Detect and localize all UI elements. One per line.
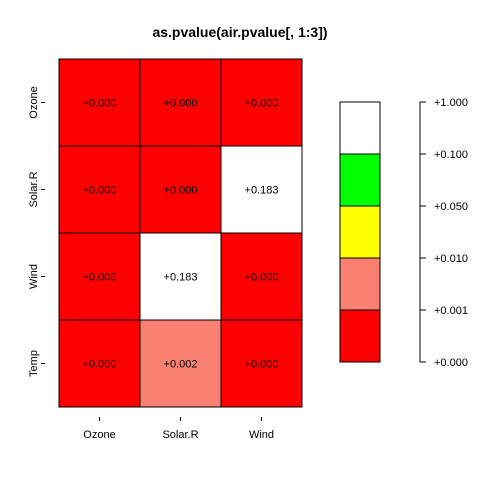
heatmap-cell [220,319,303,408]
column-tick-label: Solar.R [162,429,198,441]
row-tick-label: Temp [28,350,40,377]
cell-value-label: +0.000 [245,272,279,284]
row-axis: Ozone Solar.R Wind Temp [28,86,45,377]
cell-value-label: +0.000 [83,359,117,371]
legend-color-segment [339,257,381,311]
cell-value-label: +0.000 [83,98,117,110]
cell-value-label: +0.000 [83,272,117,284]
heatmap-cell [220,58,303,147]
legend-color-bar [339,101,381,363]
chart-title: as.pvalue(air.pvalue[, 1:3]) [152,24,327,40]
cell-value-label: +0.000 [164,185,198,197]
legend-color-segment [339,309,381,363]
cell-value-label: +0.000 [245,359,279,371]
legend-break-label: +0.001 [434,305,468,317]
row-tick-label: Wind [28,264,40,289]
heatmap-cell [139,58,222,147]
heatmap-cell [139,232,222,321]
legend-break-label: +0.010 [434,253,468,265]
legend-axis: +0.000 +0.001 +0.010 +0.050 +0.100 +1.000 [419,97,468,369]
legend-break-label: +0.100 [434,149,468,161]
heatmap-cell [220,145,303,234]
row-tick-label: Solar.R [28,171,40,207]
cell-value-label: +0.183 [245,185,279,197]
column-tick-label: Ozone [83,429,115,441]
legend-break-label: +0.050 [434,201,468,213]
heatmap-cell [58,58,141,147]
cell-value-label: +0.002 [164,359,198,371]
heatmap-cell [58,319,141,408]
heatmap-cell [58,145,141,234]
legend-color-segment [339,101,381,155]
legend-break-label: +0.000 [434,357,468,369]
legend-break-label: +1.000 [434,97,468,109]
column-axis: Ozone Solar.R Wind [83,417,274,441]
legend-color-segment [339,205,381,259]
row-tick-label: Ozone [28,86,40,118]
cell-value-label: +0.000 [83,185,117,197]
cell-value-label: +0.183 [164,272,198,284]
heatmap-cell [139,145,222,234]
column-tick-label: Wind [249,429,274,441]
cell-value-label: +0.000 [245,98,279,110]
legend-color-segment [339,153,381,207]
cell-value-label: +0.000 [164,98,198,110]
heatmap-grid: +0.000 +0.000 +0.000 +0.000 +0.000 +0.183 +0.0… [58,58,303,408]
